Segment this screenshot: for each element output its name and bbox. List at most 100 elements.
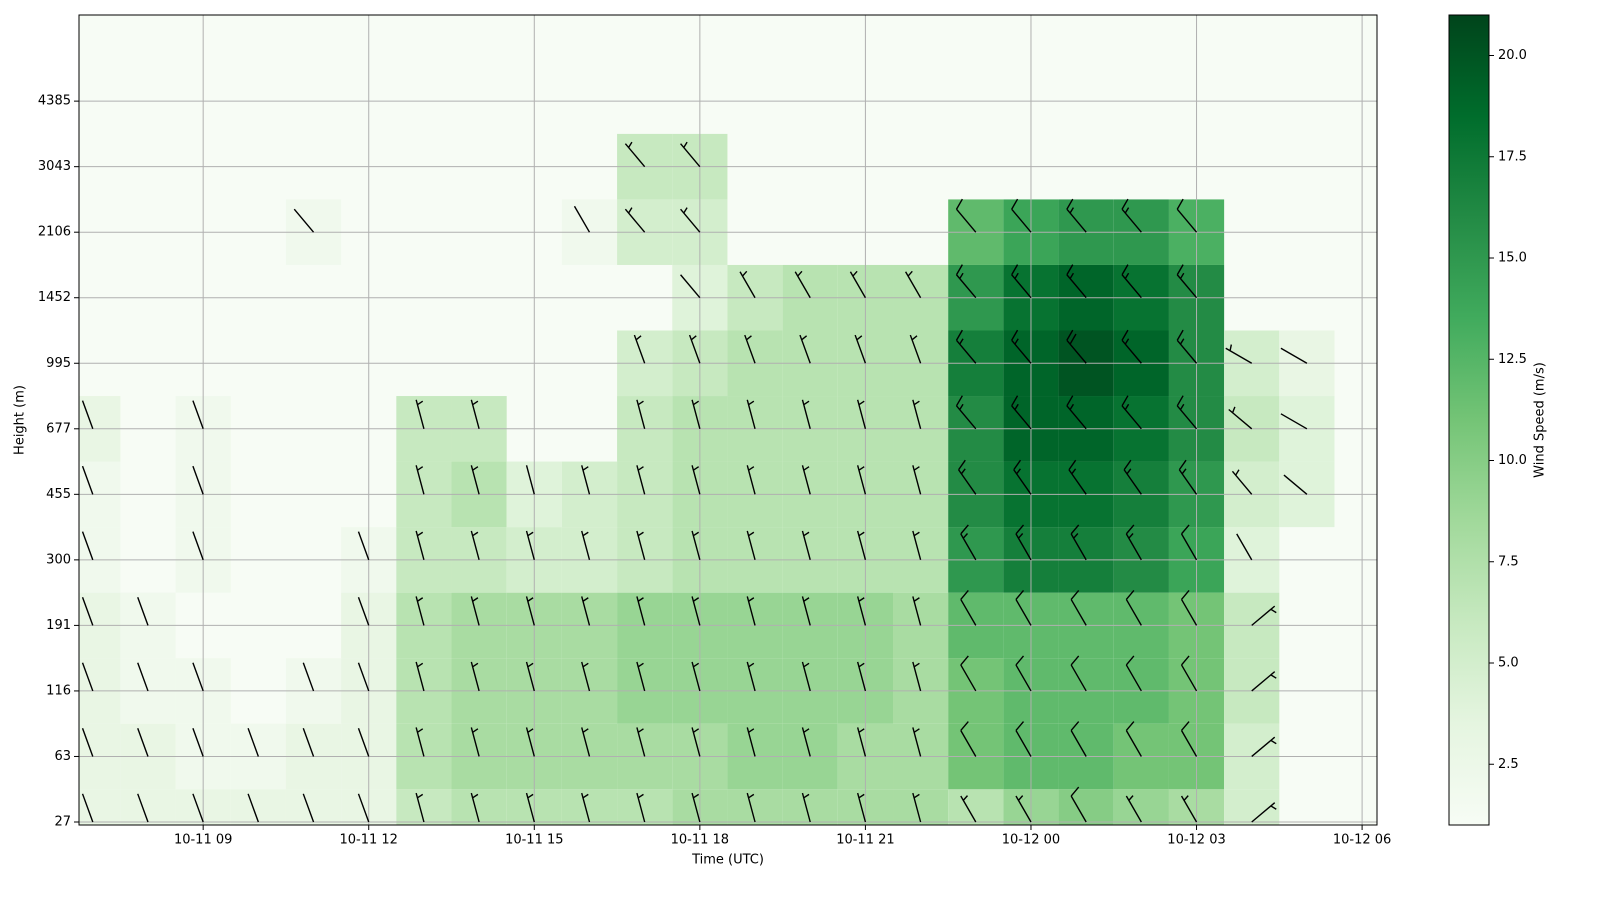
wind-barb <box>581 465 591 495</box>
wind-barb <box>581 792 591 823</box>
wind-barb <box>856 465 867 495</box>
wind-barb <box>1251 605 1277 626</box>
wind-barb <box>1011 264 1032 299</box>
x-tick-label: 10-11 12 <box>340 833 398 848</box>
wind-barb <box>955 264 977 299</box>
wind-barb <box>909 334 922 364</box>
wind-barb <box>581 596 591 626</box>
wind-barb <box>581 661 591 692</box>
y-tick-label: 300 <box>46 552 71 567</box>
wind-barb <box>1121 198 1142 233</box>
wind-barb <box>636 530 646 561</box>
wind-barb <box>1068 459 1087 495</box>
wind-barb <box>192 400 204 430</box>
wind-barb <box>636 661 646 692</box>
wind-barb <box>1236 533 1253 561</box>
wind-barb <box>801 661 811 692</box>
wind-barb <box>415 727 425 757</box>
wind-barb <box>801 727 811 757</box>
wind-barb <box>1251 736 1277 758</box>
colorbar-tick-label: 12.5 <box>1498 352 1527 367</box>
wind-barb <box>192 531 204 561</box>
wind-barb <box>960 655 977 692</box>
wind-barb <box>247 728 260 757</box>
wind-barb <box>525 465 535 495</box>
wind-barb <box>912 727 922 757</box>
wind-barb <box>801 792 811 823</box>
wind-barb <box>1066 329 1087 364</box>
wind-barb <box>525 596 535 626</box>
wind-barb <box>960 590 977 626</box>
wind-barb <box>357 531 370 561</box>
y-tick-label: 677 <box>46 421 71 436</box>
wind-barb <box>1066 395 1087 430</box>
wind-barb <box>1070 786 1087 823</box>
wind-barb <box>801 596 811 626</box>
wind-barb <box>691 465 701 495</box>
wind-barb <box>912 661 922 692</box>
y-tick-label: 995 <box>46 356 71 371</box>
wind-barb <box>1176 264 1198 299</box>
wind-barb <box>1280 347 1308 364</box>
wind-barb <box>1178 459 1198 495</box>
wind-barb <box>1011 198 1032 233</box>
wind-barb <box>801 465 811 495</box>
wind-barb <box>739 270 756 299</box>
heat-cell <box>396 789 452 825</box>
wind-barb <box>81 662 94 692</box>
wind-barb <box>357 728 370 757</box>
barbs <box>81 141 1308 823</box>
wind-barb <box>636 792 646 823</box>
wind-barb <box>960 721 977 757</box>
wind-barb <box>912 465 922 495</box>
y-tick-label: 3043 <box>38 159 71 174</box>
wind-barb <box>415 465 425 495</box>
wind-barb <box>137 662 149 692</box>
wind-barb <box>1015 655 1032 692</box>
colorbar-tick-label: 15.0 <box>1498 251 1527 266</box>
wind-barb <box>581 727 591 757</box>
wind-barb <box>1011 395 1032 430</box>
wind-barb <box>1013 459 1032 495</box>
y-tick-label: 1452 <box>38 290 71 305</box>
wind-barb <box>1251 802 1277 823</box>
wind-barb <box>1280 413 1308 430</box>
heat-cell <box>1058 789 1114 825</box>
wind-barb <box>636 465 646 495</box>
colorbar-tick-label: 5.0 <box>1498 656 1519 671</box>
wind-barb <box>525 661 535 692</box>
wind-barb <box>636 399 646 429</box>
wind-barb <box>525 727 535 757</box>
wind-barb <box>856 661 867 692</box>
wind-barb <box>192 662 204 692</box>
heat-cell <box>782 789 838 825</box>
wind-barb <box>1251 671 1277 692</box>
wind-barb <box>1125 524 1142 561</box>
wind-barb <box>912 399 922 429</box>
wind-barb <box>912 530 922 561</box>
y-tick-label: 455 <box>46 487 71 502</box>
wind-barb <box>192 793 204 823</box>
wind-barb <box>746 465 756 495</box>
wind-barb <box>470 399 480 429</box>
wind-barb <box>1123 459 1142 495</box>
wind-barb <box>955 198 977 233</box>
wind-barb <box>293 208 315 233</box>
wind-barb <box>357 793 370 823</box>
wind-barb <box>1180 721 1198 757</box>
wind-barb <box>357 596 370 626</box>
colorbar-tick-label: 2.5 <box>1498 757 1519 772</box>
wind-barb <box>415 661 425 692</box>
wind-barb <box>1015 721 1032 757</box>
wind-barb <box>1121 264 1142 299</box>
wind-barb <box>744 334 756 364</box>
x-tick-label: 10-12 03 <box>1167 833 1225 848</box>
x-tick-label: 10-11 09 <box>174 833 232 848</box>
x-tick-label: 10-11 21 <box>836 833 894 848</box>
wind-barb <box>1180 524 1198 561</box>
heat-cell <box>120 789 176 825</box>
wind-barb <box>1015 590 1032 626</box>
wind-barb <box>691 530 701 561</box>
wind-barb <box>849 270 867 299</box>
heat-cell <box>451 789 507 825</box>
